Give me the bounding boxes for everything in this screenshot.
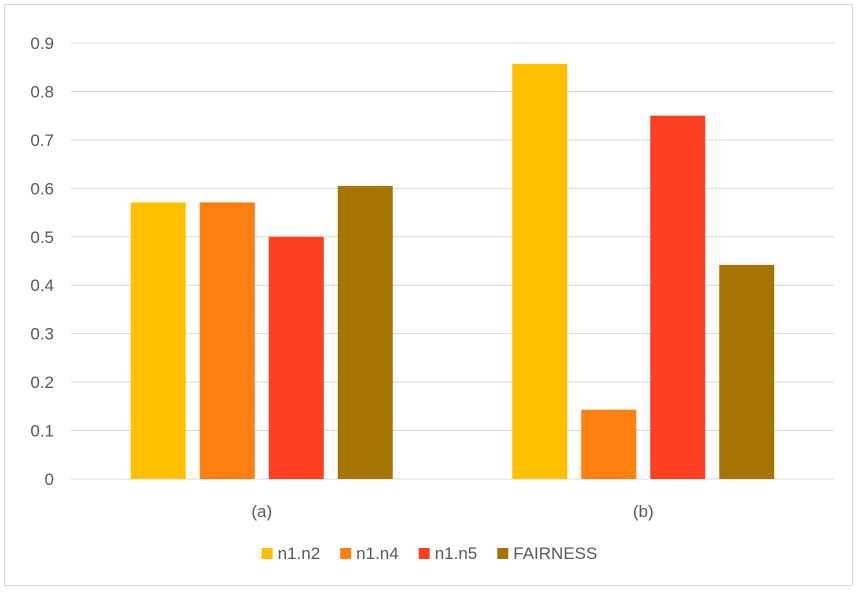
x-axis-categories: (a) (b) [251, 502, 653, 521]
y-tick-label: 0 [45, 470, 54, 489]
bar-n1-n5-0 [268, 236, 324, 479]
bar-n1-n4-0 [199, 202, 255, 480]
chart-frame: 0 0.1 0.2 0.3 0.4 0.5 0.6 0.7 0.8 0.9 (a) (b) n1.n… [4, 4, 853, 586]
x-category-label: (a) [251, 502, 272, 521]
legend-label: FAIRNESS [513, 544, 597, 563]
bar-n1-n2-0 [130, 202, 186, 480]
y-tick-label: 0.2 [30, 373, 54, 392]
y-tick-label: 0.6 [30, 179, 54, 198]
grid-layer [71, 42, 834, 480]
y-tick-label: 0.3 [30, 325, 54, 344]
legend-item-n1-n5: n1.n5 [418, 544, 478, 563]
y-tick-label: 0.7 [30, 131, 54, 150]
y-axis-ticks: 0 0.1 0.2 0.3 0.4 0.5 0.6 0.7 0.8 0.9 [30, 34, 54, 489]
y-tick-label: 0.5 [30, 228, 54, 247]
bar-layer [130, 63, 775, 480]
legend-swatch [497, 548, 509, 559]
legend-swatch [261, 548, 273, 559]
bar-fairness-0 [337, 185, 393, 479]
legend-label: n1.n2 [278, 544, 321, 563]
x-category-label: (b) [633, 502, 654, 521]
y-tick-label: 0.1 [30, 422, 54, 441]
y-tick-label: 0.8 [30, 82, 54, 101]
bar-chart: 0 0.1 0.2 0.3 0.4 0.5 0.6 0.7 0.8 0.9 (a) (b) n1.n… [30, 34, 834, 563]
legend-swatch [340, 548, 352, 559]
legend: n1.n2 n1.n4 n1.n5 FAIRNESS [261, 544, 597, 563]
bar-fairness-1 [719, 264, 775, 479]
bar-n1-n4-1 [581, 409, 637, 479]
legend-label: n1.n4 [356, 544, 399, 563]
y-tick-label: 0.4 [30, 276, 54, 295]
legend-label: n1.n5 [435, 544, 478, 563]
bar-n1-n2-1 [512, 63, 568, 479]
legend-item-n1-n4: n1.n4 [340, 544, 399, 563]
legend-item-fairness: FAIRNESS [497, 544, 597, 563]
y-tick-label: 0.9 [30, 34, 54, 53]
bar-n1-n5-1 [650, 115, 706, 480]
legend-item-n1-n2: n1.n2 [261, 544, 321, 563]
legend-swatch [418, 548, 430, 559]
